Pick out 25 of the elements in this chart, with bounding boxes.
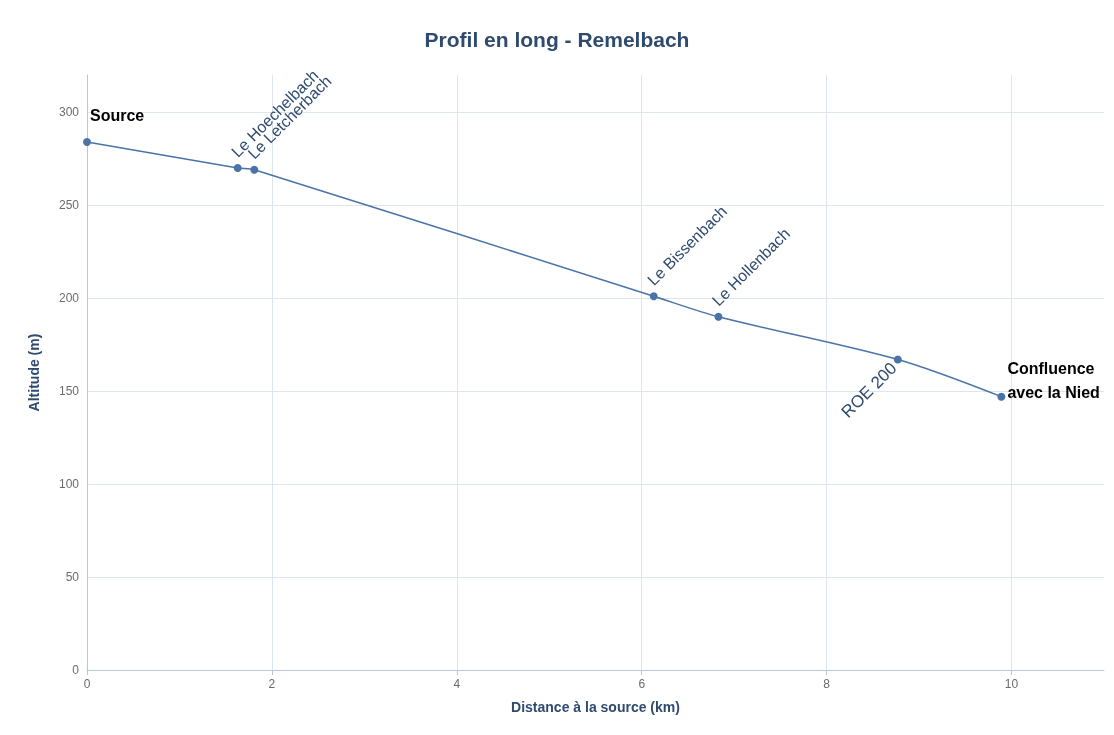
y-tick-label: 150 bbox=[58, 384, 80, 399]
x-axis-title: Distance à la source (km) bbox=[511, 699, 680, 715]
annotation: Source bbox=[90, 107, 145, 125]
x-tick-label: 10 bbox=[1004, 677, 1019, 691]
y-tick-label: 250 bbox=[58, 198, 80, 213]
y-tick-label: 0 bbox=[72, 663, 80, 677]
x-tick-label: 4 bbox=[453, 677, 461, 691]
y-tick-label: 300 bbox=[58, 105, 80, 120]
y-tick-label: 200 bbox=[58, 291, 80, 306]
point bbox=[250, 165, 259, 174]
chart-title: Profil en long - Remelbach bbox=[424, 28, 690, 51]
y-tick-label: 100 bbox=[58, 477, 80, 492]
x-tick-label: 8 bbox=[823, 677, 831, 691]
x-tick-label: 6 bbox=[638, 677, 646, 691]
point bbox=[649, 292, 658, 301]
x-tick-label: 2 bbox=[268, 677, 276, 691]
point bbox=[714, 312, 723, 321]
point bbox=[83, 137, 91, 146]
y-tick-label: 50 bbox=[65, 570, 80, 585]
annotation: Confluence avec la Nied bbox=[1007, 360, 1100, 402]
point bbox=[233, 163, 242, 172]
x-tick-label: 0 bbox=[83, 677, 91, 691]
point bbox=[997, 392, 1006, 401]
point bbox=[893, 355, 902, 364]
y-axis-title: Altitude (m) bbox=[26, 333, 42, 412]
